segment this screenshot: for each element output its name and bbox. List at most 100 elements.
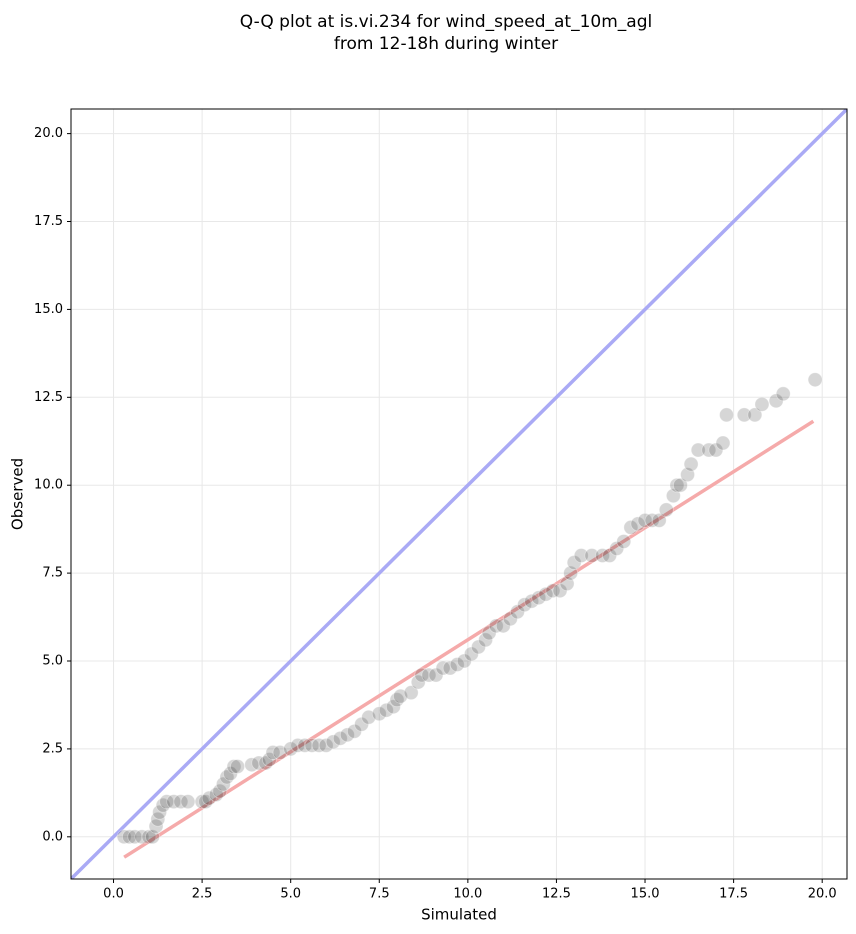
x-axis-label: Simulated [421, 906, 497, 924]
point [708, 442, 724, 458]
point [563, 565, 579, 581]
x-tick-label: 20.0 [808, 887, 837, 902]
point [208, 787, 224, 803]
point [152, 804, 167, 820]
point [371, 706, 387, 722]
point [609, 541, 625, 556]
point [428, 667, 444, 683]
point [449, 657, 465, 672]
point [332, 730, 348, 746]
chart-subtitle: from 12-18h during winter [334, 34, 558, 54]
point [644, 512, 660, 528]
point [775, 386, 791, 402]
point [545, 583, 561, 599]
point [559, 576, 575, 592]
point [736, 407, 752, 423]
point [134, 829, 150, 845]
point [116, 829, 132, 845]
point [683, 456, 699, 472]
x-tick-label: 0.0 [103, 887, 124, 902]
point [510, 604, 525, 620]
point [194, 794, 210, 810]
point [623, 520, 639, 535]
point [421, 667, 437, 683]
point [456, 653, 472, 669]
point [318, 737, 334, 753]
y-tick-label: 5.0 [42, 654, 63, 669]
y-tick-label: 0.0 [42, 829, 63, 844]
y-axis-label: Observed [9, 458, 27, 530]
point [665, 488, 681, 504]
point [262, 752, 277, 767]
point [378, 702, 394, 718]
point [478, 632, 493, 648]
point [304, 737, 320, 753]
point [566, 555, 582, 570]
point [150, 811, 166, 827]
axes-frame [70, 108, 848, 880]
point [393, 688, 408, 704]
point [680, 467, 695, 483]
point [531, 590, 547, 606]
point [410, 674, 426, 690]
point [219, 769, 235, 785]
y-tick-label: 12.5 [34, 390, 63, 405]
point [361, 709, 377, 725]
point [690, 442, 706, 458]
y-tick-label: 17.5 [34, 214, 63, 229]
point [538, 586, 554, 602]
point [807, 372, 823, 388]
point [325, 734, 341, 750]
chart-title: Q-Q plot at is.vi.234 for wind_speed_at_… [240, 12, 652, 32]
point [155, 797, 171, 813]
x-tick-label: 7.5 [369, 887, 390, 902]
point [141, 829, 157, 845]
point [442, 660, 458, 676]
x-tick-label: 15.0 [631, 887, 660, 902]
x-tick-label: 5.0 [280, 887, 301, 902]
y-tick-label: 7.5 [42, 566, 63, 581]
point [145, 829, 160, 845]
point [347, 723, 362, 739]
point [265, 745, 281, 760]
point [251, 755, 267, 771]
point [471, 639, 486, 655]
point [495, 618, 511, 634]
point [258, 755, 274, 771]
point [244, 757, 260, 773]
point [488, 618, 504, 634]
point [435, 660, 451, 676]
point [180, 794, 196, 810]
point [584, 548, 600, 563]
point [658, 502, 674, 518]
point [311, 737, 327, 753]
point [464, 646, 479, 662]
point [173, 794, 189, 810]
point [602, 548, 617, 563]
reference-line [123, 419, 815, 859]
point [595, 548, 610, 563]
point [637, 512, 653, 528]
point [502, 611, 518, 627]
point [715, 435, 731, 451]
point [552, 583, 568, 599]
point [127, 829, 143, 845]
x-tick-label: 10.0 [453, 887, 482, 902]
y-tick-label: 10.0 [34, 478, 63, 493]
x-tick-label: 2.5 [192, 887, 213, 902]
point [481, 625, 497, 641]
point [747, 407, 763, 423]
point [159, 794, 175, 810]
point [230, 759, 245, 774]
point [673, 477, 688, 493]
plot-area [71, 109, 847, 879]
point [201, 790, 217, 806]
point [768, 393, 784, 409]
point [122, 829, 137, 845]
y-tick-label: 2.5 [42, 741, 63, 756]
point [616, 534, 632, 549]
x-tick-label: 12.5 [542, 887, 571, 902]
point [630, 516, 646, 532]
point [719, 407, 734, 423]
point [272, 745, 288, 760]
